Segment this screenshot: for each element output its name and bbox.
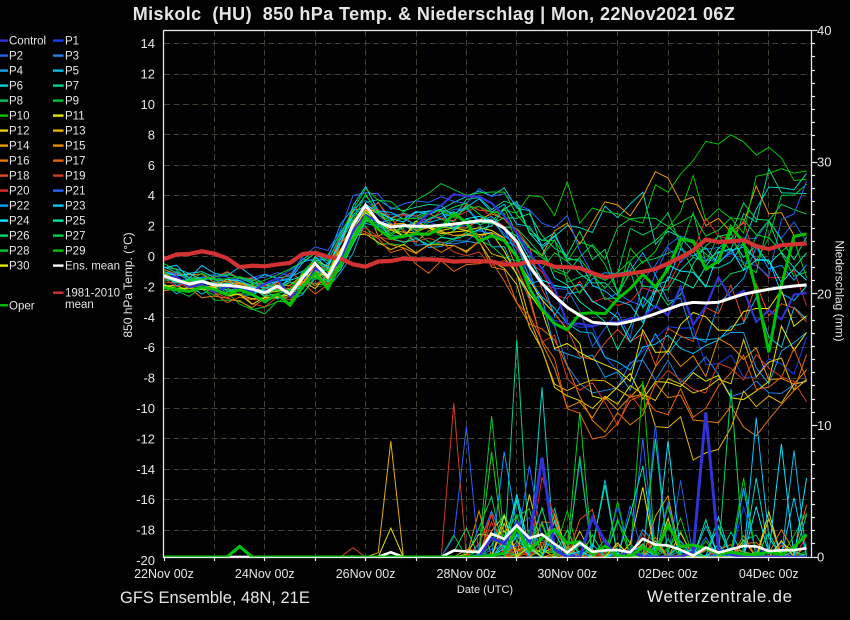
svg-text:2: 2: [148, 219, 155, 234]
svg-text:GFS Ensemble, 48N, 21E: GFS Ensemble, 48N, 21E: [120, 589, 310, 607]
svg-text:P11: P11: [65, 111, 85, 123]
svg-text:P2: P2: [9, 51, 23, 63]
svg-text:22Nov 00z: 22Nov 00z: [134, 567, 194, 581]
svg-text:P21: P21: [65, 186, 85, 198]
svg-text:Oper: Oper: [9, 300, 35, 312]
svg-text:02Dec 00z: 02Dec 00z: [638, 567, 698, 581]
svg-text:0: 0: [817, 550, 824, 565]
svg-text:30Nov 00z: 30Nov 00z: [537, 567, 597, 581]
svg-text:P10: P10: [9, 111, 29, 123]
svg-text:20: 20: [817, 286, 831, 301]
svg-text:30: 30: [817, 155, 831, 170]
svg-text:P19: P19: [65, 171, 85, 183]
svg-text:-4: -4: [143, 310, 155, 325]
svg-text:P8: P8: [9, 96, 23, 108]
svg-text:Control: Control: [9, 36, 46, 48]
svg-text:P3: P3: [65, 51, 79, 63]
svg-text:P5: P5: [65, 66, 79, 78]
svg-text:10: 10: [141, 97, 155, 112]
svg-text:14: 14: [141, 36, 155, 51]
svg-text:-10: -10: [136, 401, 155, 416]
svg-text:1981-2010: 1981-2010: [65, 288, 120, 300]
svg-text:P9: P9: [65, 96, 79, 108]
svg-text:-12: -12: [136, 431, 155, 446]
svg-text:P16: P16: [9, 156, 29, 168]
svg-text:P13: P13: [65, 126, 85, 138]
svg-text:Ens. mean: Ens. mean: [65, 261, 120, 273]
svg-text:P28: P28: [9, 246, 29, 258]
svg-text:P22: P22: [9, 201, 29, 213]
svg-text:P24: P24: [9, 216, 30, 228]
svg-text:8: 8: [148, 127, 155, 142]
svg-text:P25: P25: [65, 216, 85, 228]
svg-text:10: 10: [817, 418, 831, 433]
svg-text:04Dec 00z: 04Dec 00z: [739, 567, 799, 581]
svg-text:850 hPa Temp. (°C): 850 hPa Temp. (°C): [121, 232, 135, 337]
svg-text:Wetterzentrale.de: Wetterzentrale.de: [647, 587, 793, 606]
svg-text:P15: P15: [65, 141, 85, 153]
svg-text:P17: P17: [65, 156, 85, 168]
svg-text:P20: P20: [9, 186, 29, 198]
svg-text:-20: -20: [136, 553, 155, 568]
svg-text:-18: -18: [136, 523, 155, 538]
svg-text:12: 12: [141, 67, 155, 82]
svg-text:P23: P23: [65, 201, 85, 213]
svg-text:40: 40: [817, 23, 831, 38]
svg-text:-16: -16: [136, 492, 155, 507]
svg-text:Niederschlag (mm): Niederschlag (mm): [833, 240, 847, 341]
svg-text:26Nov 00z: 26Nov 00z: [336, 567, 396, 581]
svg-text:P27: P27: [65, 231, 85, 243]
svg-text:P6: P6: [9, 81, 23, 93]
svg-text:P7: P7: [65, 81, 79, 93]
svg-text:-14: -14: [136, 462, 155, 477]
svg-text:P18: P18: [9, 171, 29, 183]
svg-text:-6: -6: [143, 340, 155, 355]
svg-text:P4: P4: [9, 66, 24, 78]
svg-text:P26: P26: [9, 231, 29, 243]
svg-text:P30: P30: [9, 261, 29, 273]
svg-text:P14: P14: [9, 141, 30, 153]
svg-text:4: 4: [148, 188, 155, 203]
svg-text:0: 0: [148, 249, 155, 264]
svg-text:mean: mean: [65, 299, 94, 311]
svg-text:P29: P29: [65, 246, 85, 258]
svg-text:Miskolc (HU) 850 hPa Temp. &: Miskolc (HU) 850 hPa Temp. & Niederschla…: [133, 4, 736, 24]
svg-text:Date (UTC): Date (UTC): [457, 584, 513, 596]
svg-text:P1: P1: [65, 36, 79, 48]
svg-text:28Nov 00z: 28Nov 00z: [437, 567, 497, 581]
svg-text:P12: P12: [9, 126, 29, 138]
svg-text:-8: -8: [143, 371, 155, 386]
svg-text:-2: -2: [143, 279, 155, 294]
svg-text:6: 6: [148, 158, 155, 173]
svg-text:24Nov 00z: 24Nov 00z: [235, 567, 295, 581]
